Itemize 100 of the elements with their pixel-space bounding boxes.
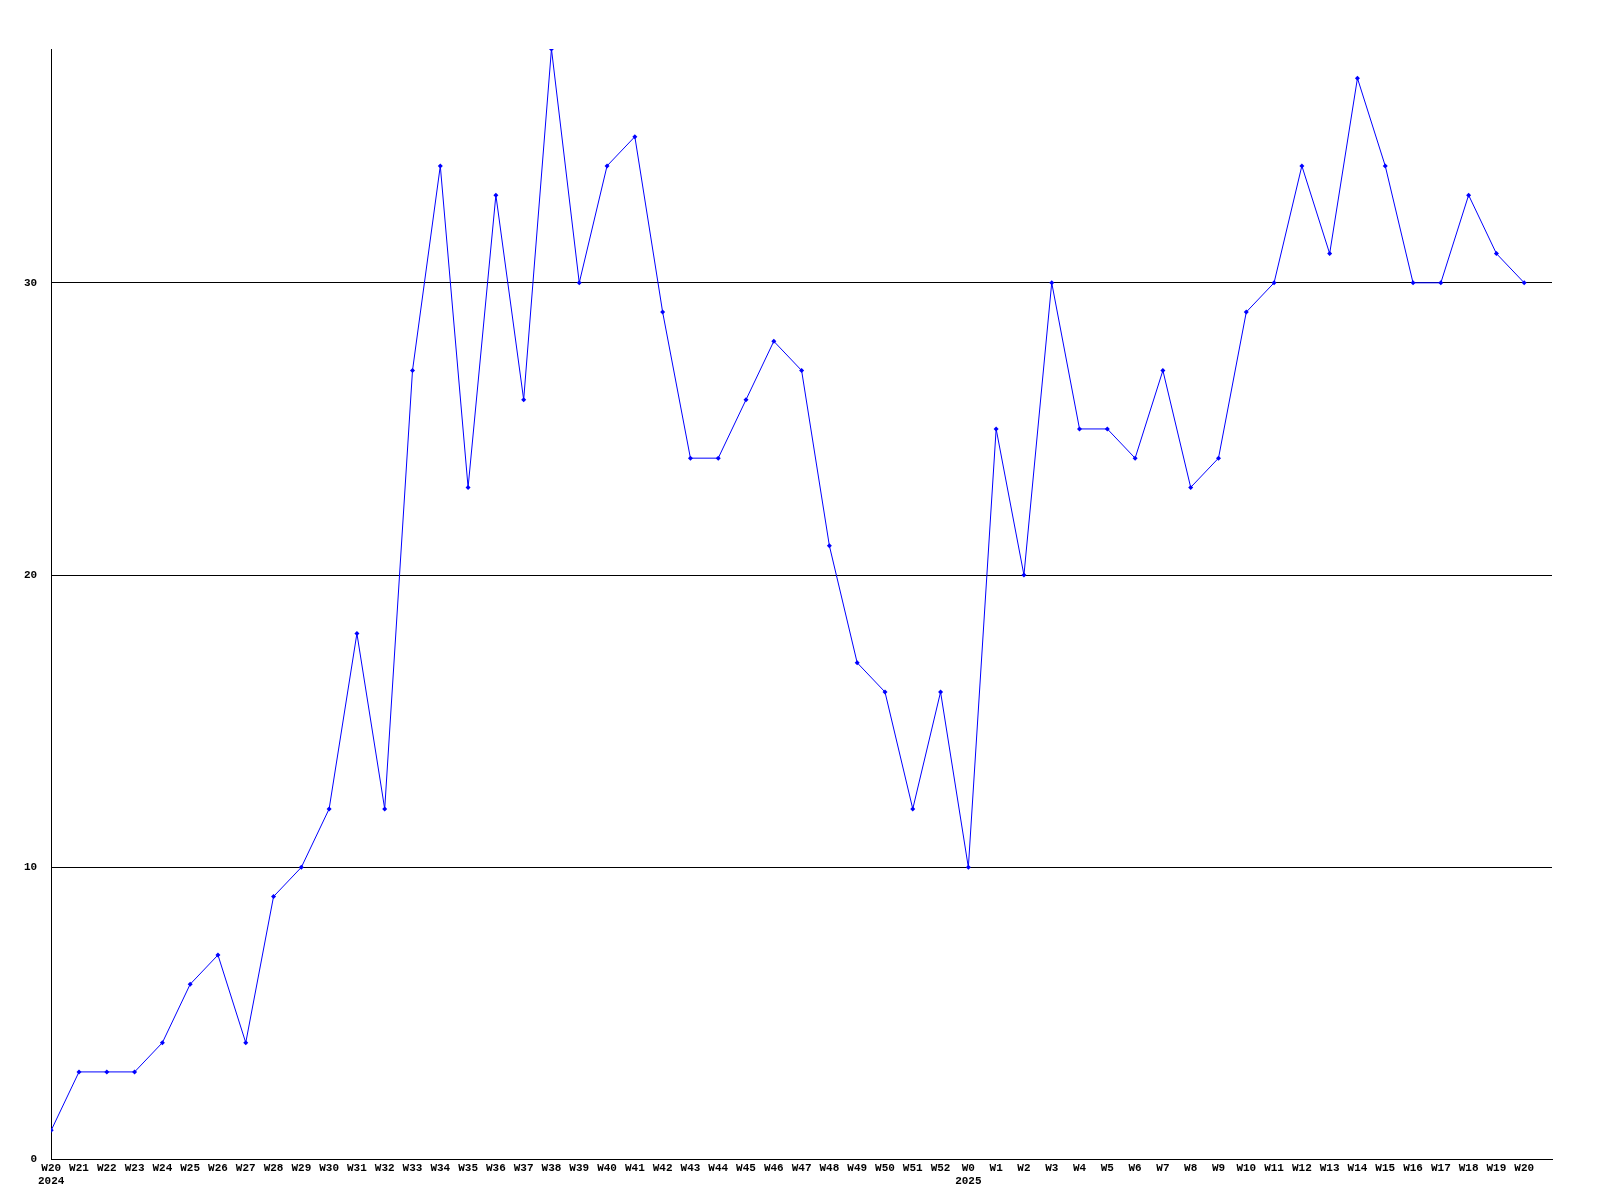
y-tick-label: 0: [30, 1153, 38, 1166]
x-tick-label: W29: [291, 1161, 312, 1174]
x-tick-label: W1: [989, 1161, 1004, 1174]
point: [687, 455, 693, 461]
point: [1188, 484, 1194, 490]
point: [660, 309, 666, 315]
point: [215, 952, 221, 958]
x-tick-label: W23: [124, 1161, 145, 1174]
x-tick-label: W16: [1403, 1161, 1423, 1174]
point: [298, 864, 304, 870]
point: [1104, 426, 1110, 432]
point: [104, 1069, 110, 1075]
point: [493, 192, 499, 198]
point: [910, 806, 916, 812]
point: [1160, 367, 1166, 373]
point: [771, 338, 777, 344]
point: [743, 397, 749, 403]
x-tick-label: W5: [1100, 1161, 1115, 1174]
x-tick-label: W50: [875, 1161, 895, 1174]
point: [854, 660, 860, 666]
x-tick-label: W31: [347, 1161, 368, 1174]
x-tick-label: W40: [597, 1161, 617, 1174]
x-tick-label: W39: [569, 1161, 590, 1174]
x-tick-label: W33: [402, 1161, 423, 1174]
point: [1327, 251, 1333, 257]
x-tick-label: W30: [319, 1161, 340, 1174]
x-tick-label: W9: [1211, 1161, 1226, 1174]
point: [187, 981, 193, 987]
point: [576, 280, 582, 286]
x-tick-label: W11: [1264, 1161, 1285, 1174]
x-tick-label: W36: [485, 1161, 506, 1174]
x-tick-label: W25: [180, 1161, 201, 1174]
x-tick-label: W21: [69, 1161, 90, 1174]
point: [1049, 280, 1055, 286]
x-tick-label: W22: [96, 1161, 117, 1174]
x-tick-label: W27: [235, 1161, 256, 1174]
x-tick-label: W8: [1184, 1161, 1198, 1174]
x-tick-label: W4: [1072, 1161, 1087, 1174]
point: [1271, 280, 1277, 286]
point: [1021, 572, 1027, 578]
x-tick-label: W28: [263, 1161, 284, 1174]
x-tick-label: W17: [1430, 1161, 1451, 1174]
x-tick-label: W20 2024: [38, 1161, 65, 1188]
x-tick-label: W10: [1236, 1161, 1257, 1174]
x-tick-label: W42: [652, 1161, 673, 1174]
x-tick-label: W19: [1486, 1161, 1507, 1174]
point: [1521, 280, 1527, 286]
x-tick-label: W14: [1347, 1161, 1368, 1174]
x-tick-label: W6: [1128, 1161, 1142, 1174]
x-tick-label: W7: [1156, 1161, 1170, 1174]
point: [1077, 426, 1083, 432]
y-tick-label: 20: [24, 568, 38, 581]
point: [965, 864, 971, 870]
point: [410, 367, 416, 373]
point: [465, 484, 471, 490]
x-tick-label: W38: [541, 1161, 562, 1174]
x-tick-label: W46: [763, 1161, 784, 1174]
point: [938, 689, 944, 695]
x-tick-label: W37: [513, 1161, 534, 1174]
x-tick-label: W3: [1045, 1161, 1059, 1174]
point: [243, 1040, 249, 1046]
point: [1466, 192, 1472, 198]
point: [1132, 455, 1138, 461]
point: [521, 397, 527, 403]
x-tick-label: W41: [624, 1161, 646, 1174]
x-tick-label: W45: [736, 1161, 757, 1174]
point: [826, 543, 832, 549]
x-tick-label: W47: [791, 1161, 812, 1174]
point: [76, 1069, 82, 1075]
point: [715, 455, 721, 461]
point: [132, 1069, 138, 1075]
y-tick-label: 10: [24, 861, 38, 874]
x-tick-label: W43: [680, 1161, 701, 1174]
x-tick-label: W2: [1017, 1161, 1031, 1174]
x-tick-label: W52: [930, 1161, 951, 1174]
point: [1382, 163, 1388, 169]
x-tick-label: W13: [1319, 1161, 1340, 1174]
point: [354, 631, 360, 637]
x-tick-label: W18: [1458, 1161, 1479, 1174]
point: [382, 806, 388, 812]
point: [604, 163, 610, 169]
x-tick-label: W32: [374, 1161, 395, 1174]
point: [1438, 280, 1444, 286]
x-tick-label: W0 2025: [955, 1161, 982, 1188]
x-tick-label: W15: [1375, 1161, 1396, 1174]
point: [882, 689, 888, 695]
point: [1493, 251, 1499, 257]
x-tick-label: W24: [152, 1161, 173, 1174]
point: [271, 894, 277, 900]
y-tick-label: 30: [24, 276, 38, 289]
point: [1410, 280, 1416, 286]
x-tick-label: W34: [430, 1161, 451, 1174]
x-tick-label: W48: [819, 1161, 840, 1174]
x-tick-label: W51: [902, 1161, 924, 1174]
x-tick-label: W44: [708, 1161, 729, 1174]
point: [799, 367, 805, 373]
point: [1299, 163, 1305, 169]
x-tick-label: W49: [847, 1161, 868, 1174]
x-tick-label: W26: [208, 1161, 228, 1174]
point: [326, 806, 332, 812]
